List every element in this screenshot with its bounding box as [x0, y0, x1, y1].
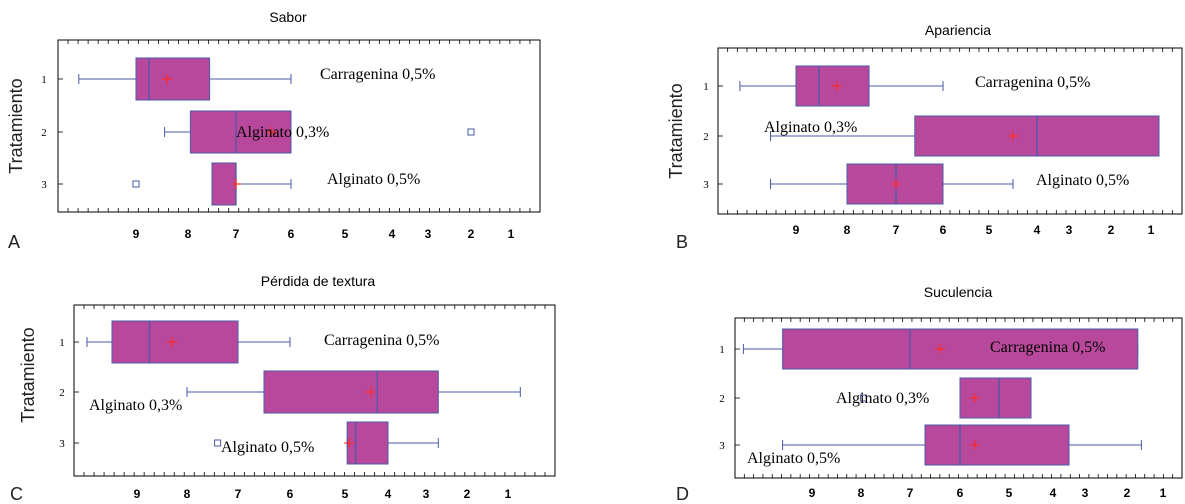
panel-b-title: Apariencia: [925, 22, 991, 38]
panel-c-row-label: 3: [59, 438, 65, 450]
panel-b-x-tick-label: 2: [1108, 223, 1115, 237]
panel-b-letter: B: [676, 232, 688, 252]
panel-d-x-tick-label: 6: [957, 486, 964, 500]
panel-a-treatment-label: Alginato 0,3%: [236, 124, 329, 141]
panel-c-treatment-label: Alginato 0,3%: [89, 397, 182, 414]
panel-d-x-tick-label: 8: [858, 486, 865, 500]
panel-a-x-tick-label: 8: [185, 227, 192, 241]
panel-a-x-tick-label: 6: [288, 227, 295, 241]
panel-a-x-tick-label: 9: [133, 227, 140, 241]
panel-a-letter: A: [8, 232, 20, 252]
panel-b-x-tick-label: 8: [844, 223, 851, 237]
panel-d-row-label: 3: [719, 440, 725, 452]
panel-c-y-axis-label: Tratamiento: [18, 327, 38, 422]
panel-a-box: [135, 57, 211, 101]
panel-d-x-tick-label: 4: [1050, 486, 1057, 500]
panel-d-x-tick-label: 2: [1124, 486, 1131, 500]
panel-b-row-label: 1: [703, 81, 709, 93]
panel-a-x-tick-label: 2: [468, 227, 475, 241]
panel-d-x-tick-label: 3: [1082, 486, 1089, 500]
panel-b-x-tick-label: 6: [940, 223, 947, 237]
panel-c-treatment-label: Alginato 0,5%: [221, 439, 314, 456]
panel-d-x-tick-label: 7: [907, 486, 914, 500]
panel-c-letter: C: [10, 484, 23, 504]
panel-c-row-label: 2: [59, 387, 65, 399]
panel-d-x-tick-label: 1: [1160, 486, 1167, 500]
panel-c-x-tick-label: 5: [342, 487, 349, 501]
panel-c-x-tick-label: 7: [235, 487, 242, 501]
panel-b-x-tick-label: 5: [986, 223, 993, 237]
panel-c-x-tick-label: 6: [287, 487, 294, 501]
panel-c-outlier-point: [214, 439, 222, 447]
panel-b-x-tick-label: 9: [793, 223, 800, 237]
panel-c-x-tick-label: 4: [385, 487, 392, 501]
panel-d-row-label: 1: [719, 344, 725, 356]
panel-a-x-tick-label: 4: [389, 227, 396, 241]
panel-d-treatment-label: Carragenina 0,5%: [990, 339, 1106, 356]
panel-d-title: Suculencia: [924, 284, 993, 300]
panel-b-y-axis-label: Tratamiento: [666, 83, 686, 178]
panel-d-treatment-label: Alginato 0,3%: [836, 390, 929, 407]
panel-c-x-tick-label: 3: [423, 487, 430, 501]
panel-a-title: Sabor: [269, 9, 307, 25]
panel-b-x-tick-label: 4: [1034, 223, 1041, 237]
panel-b-row-label: 2: [703, 131, 709, 143]
panel-c-box: [346, 421, 389, 465]
panel-d-x-tick-label: 9: [809, 486, 816, 500]
panel-a-x-tick-label: 1: [508, 227, 515, 241]
panel-c-x-tick-label: 9: [134, 487, 141, 501]
panel-c-x-tick-label: 1: [505, 487, 512, 501]
panel-d-outlier-point: [859, 394, 867, 402]
panel-d-box: [782, 328, 1139, 370]
panel-b-treatment-label: Alginato 0,3%: [764, 119, 857, 136]
panel-c-title: Pérdida de textura: [261, 273, 376, 289]
panel-c-row-label: 1: [59, 337, 65, 349]
panel-a-row-label: 3: [41, 179, 47, 191]
panel-b-treatment-label: Carragenina 0,5%: [975, 74, 1091, 91]
panel-c-x-tick-label: 8: [184, 487, 191, 501]
panel-a-x-tick-label: 3: [425, 227, 432, 241]
panel-b-row-label: 3: [703, 179, 709, 191]
panel-b-treatment-label: Alginato 0,5%: [1036, 172, 1129, 189]
panel-a-outlier-point: [467, 128, 475, 136]
panel-d-row-label: 2: [719, 393, 725, 405]
panel-a-treatment-label: Alginato 0,5%: [327, 171, 420, 188]
panel-a-x-tick-label: 5: [342, 227, 349, 241]
panel-c-box: [263, 370, 439, 414]
panel-b-box: [846, 163, 944, 205]
panel-a-outlier-point: [132, 180, 140, 188]
panel-c-x-tick-label: 2: [464, 487, 471, 501]
panel-d-letter: D: [676, 484, 689, 504]
panel-a-row-label: 1: [41, 74, 47, 86]
panel-d-x-tick-label: 5: [1006, 486, 1013, 500]
panel-a-x-tick-label: 7: [233, 227, 240, 241]
panel-b-x-tick-label: 7: [893, 223, 900, 237]
panel-b-x-tick-label: 1: [1148, 223, 1155, 237]
panel-d-box: [924, 424, 1070, 466]
panel-c-treatment-label: Carragenina 0,5%: [324, 332, 440, 349]
panel-d-treatment-label: Alginato 0,5%: [747, 450, 840, 467]
panel-a-y-axis-label: Tratamiento: [6, 78, 26, 173]
panel-a-row-label: 2: [41, 127, 47, 139]
panel-a-treatment-label: Carragenina 0,5%: [320, 66, 436, 83]
panel-b-x-tick-label: 3: [1066, 223, 1073, 237]
